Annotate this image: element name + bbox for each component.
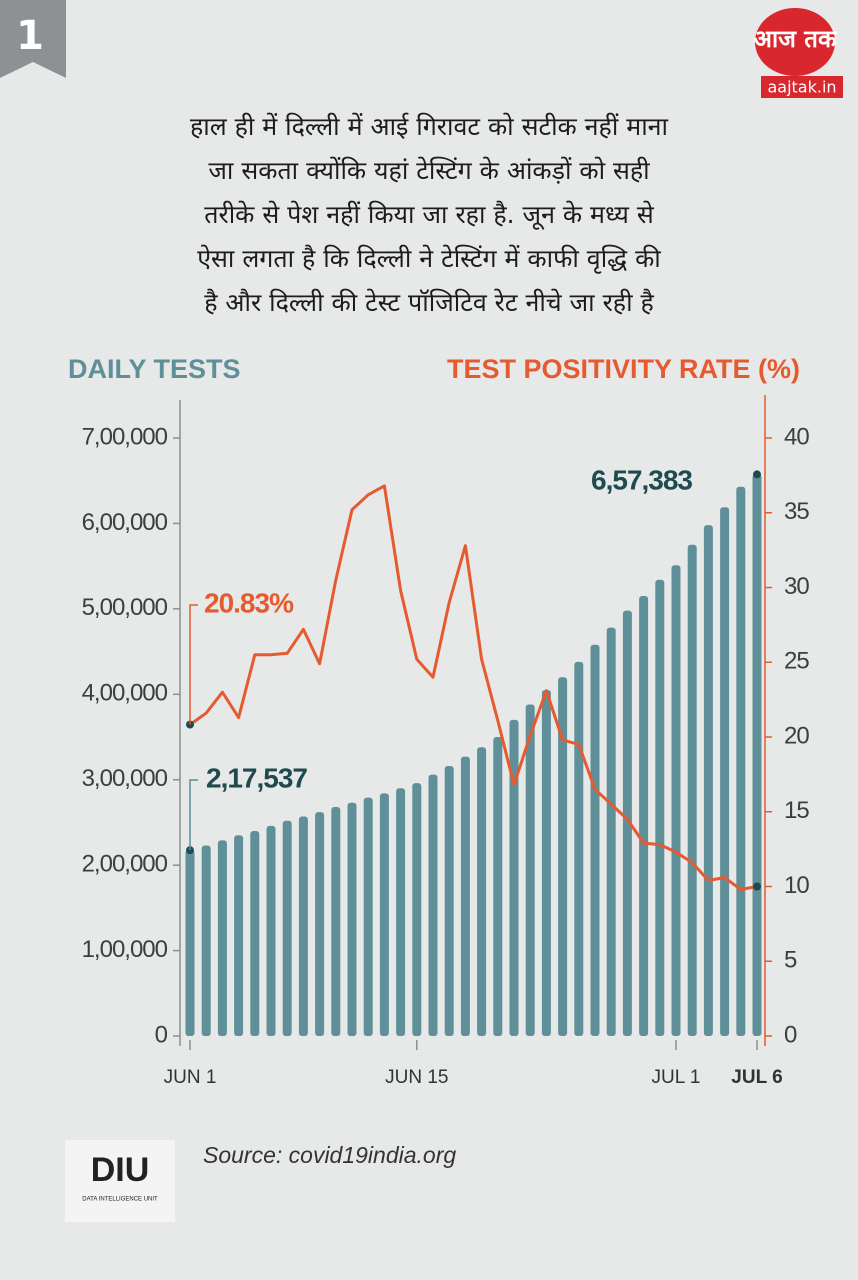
diu-logo: DIU	[91, 1151, 150, 1189]
logo: आज तक	[754, 25, 838, 53]
callout-line	[189, 779, 198, 851]
bar	[671, 565, 681, 1036]
x-tick-label: JUN 1	[164, 1067, 217, 1088]
source: Source: covid19india.org	[203, 1142, 456, 1168]
bar	[331, 807, 341, 1036]
bar	[509, 719, 519, 1036]
bar	[622, 610, 632, 1036]
bar	[234, 835, 244, 1036]
paragraph: हाल ही में दिल्ली में आई गिरावट को सटीक …	[190, 112, 669, 317]
value-label: 20.83%	[204, 587, 294, 618]
bar	[298, 816, 308, 1036]
bar	[379, 793, 389, 1036]
bar	[315, 812, 325, 1036]
y2-tick-label: 30	[784, 573, 809, 600]
bar-end-dot	[753, 470, 761, 479]
badge	[0, 0, 66, 78]
logo-site: aajtak.in	[767, 78, 836, 97]
y-tick-label: 5,00,000	[82, 594, 168, 621]
right-axis-title: TEST POSITIVITY RATE (%)	[447, 354, 800, 384]
y2-tick-label: 40	[784, 423, 809, 450]
line-end-dot	[753, 882, 761, 891]
y2-tick-label: 25	[784, 648, 809, 675]
bar	[396, 788, 406, 1036]
bar	[217, 840, 227, 1036]
paragraph-line: तरीके से पेश नहीं किया जा रहा है. जून के…	[204, 200, 655, 230]
diu-subtitle: DATA INTELLIGENCE UNIT	[82, 1197, 158, 1203]
y2-tick-label: 35	[784, 498, 809, 525]
logo-mark	[755, 8, 835, 76]
y-tick-label: 7,00,000	[82, 423, 168, 450]
bar	[687, 544, 697, 1036]
plot: 0 1,00,000 2,00,000 3,00,000 4,00,000 5,00,00…	[82, 395, 810, 1088]
paragraph-line: ऐसा लगता है कि दिल्ली ने टेस्टिंग में का…	[197, 244, 661, 274]
bar	[606, 627, 616, 1036]
value-label: 2,17,537	[206, 762, 307, 793]
x-tick-label: JUL 1	[652, 1067, 701, 1088]
logo-site-box	[761, 76, 843, 98]
x-tick-label: JUN 15	[385, 1067, 448, 1088]
x-tick-label: JUL 6	[731, 1067, 782, 1088]
bar	[655, 579, 665, 1036]
bar	[703, 525, 713, 1036]
paragraph-line: हाल ही में दिल्ली में आई गिरावट को सटीक …	[190, 112, 669, 141]
bar	[201, 845, 211, 1036]
y2-tick-label: 0	[784, 1021, 797, 1048]
bar	[541, 690, 551, 1036]
paragraph-line: जा सकता क्योंकि यहां टेस्टिंग के आंकड़ों…	[208, 156, 650, 185]
value-label: 6,57,383	[591, 464, 692, 495]
y-tick-label: 6,00,000	[82, 509, 168, 536]
callout-line	[189, 604, 198, 725]
bar	[444, 766, 454, 1036]
y-tick-label: 3,00,000	[82, 765, 168, 792]
bar	[412, 783, 422, 1036]
y-tick-label: 1,00,000	[82, 936, 168, 963]
line	[189, 484, 758, 891]
y-tick-label: 4,00,000	[82, 680, 168, 707]
badge-number: 1	[16, 13, 44, 59]
bar	[282, 820, 292, 1036]
bar	[720, 507, 730, 1036]
bar	[266, 825, 276, 1036]
bar	[185, 850, 195, 1036]
bar	[250, 830, 260, 1036]
y-tick-label: 2,00,000	[82, 850, 168, 877]
bar	[477, 747, 487, 1036]
diu-box	[65, 1140, 175, 1222]
bar	[460, 756, 470, 1036]
y-tick-label: 0	[155, 1021, 168, 1048]
bar	[493, 737, 503, 1036]
bar	[558, 677, 568, 1036]
bar	[347, 802, 357, 1036]
y2-tick-label: 5	[784, 947, 797, 974]
bar	[639, 596, 649, 1036]
bar	[525, 704, 535, 1036]
bar	[736, 486, 746, 1036]
paragraph-line: है और दिल्ली की टेस्ट पॉजिटिव रेट नीचे ज…	[204, 288, 654, 317]
bar	[574, 661, 584, 1036]
bar	[363, 797, 373, 1036]
bar	[590, 644, 600, 1036]
bar	[752, 474, 762, 1036]
bar	[428, 774, 438, 1036]
y2-tick-label: 20	[784, 722, 809, 749]
y2-tick-label: 10	[784, 872, 809, 899]
left-axis-title: DAILY TESTS	[68, 354, 241, 384]
y2-tick-label: 15	[784, 797, 809, 824]
